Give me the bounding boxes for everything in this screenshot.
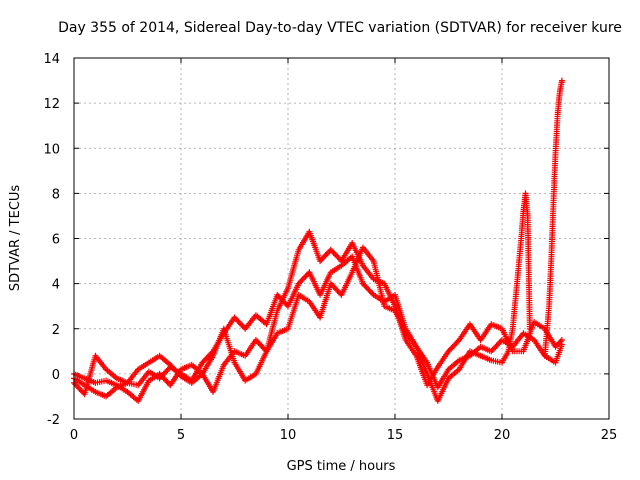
- x-tick-label: 5: [177, 428, 185, 443]
- y-tick-label: 10: [43, 142, 60, 157]
- grid-lines: [74, 58, 609, 419]
- x-tick-label: 0: [70, 428, 78, 443]
- data-point: [553, 342, 560, 349]
- y-tick-label: 0: [52, 368, 60, 383]
- y-tick-label: 6: [52, 233, 60, 248]
- data-point: [526, 325, 533, 332]
- series-track-b: [71, 228, 565, 404]
- y-axis-label: SDTVAR / TECUs: [8, 185, 23, 292]
- series-track-c: [71, 244, 512, 404]
- data-point: [558, 337, 565, 343]
- y-tick-label: 8: [52, 187, 60, 202]
- y-tick-label: 2: [52, 323, 60, 338]
- x-tick-label: 10: [280, 428, 297, 443]
- series-spike-2: [541, 77, 565, 359]
- chart-title: Day 355 of 2014, Sidereal Day-to-day VTE…: [58, 20, 622, 36]
- series-spike-1: [505, 190, 533, 355]
- data-points: [71, 77, 565, 404]
- y-tick-label: -2: [47, 413, 60, 428]
- x-tick-label: 25: [601, 428, 618, 443]
- y-tick-label: 14: [43, 52, 60, 67]
- x-tick-label: 15: [387, 428, 404, 443]
- x-axis-label: GPS time / hours: [287, 459, 396, 474]
- y-tick-label: 4: [52, 278, 60, 293]
- data-point: [558, 77, 565, 84]
- y-tick-label: 12: [43, 97, 60, 112]
- plot-frame: [73, 57, 610, 420]
- x-tick-label: 20: [494, 428, 511, 443]
